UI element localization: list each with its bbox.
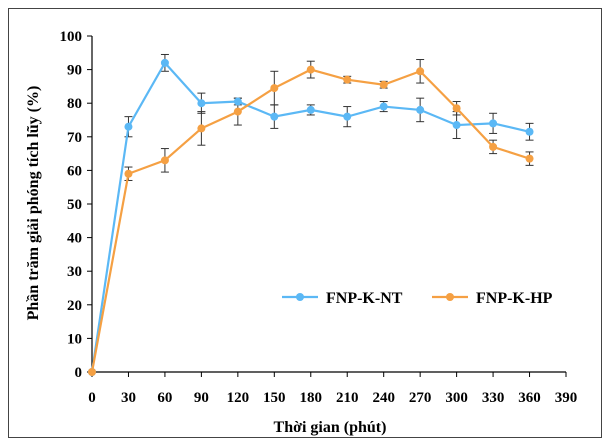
x-tick-label: 300 [445,390,468,406]
x-tick-label: 360 [518,390,541,406]
data-point-fnp-k-hp [416,67,425,76]
error-bars [124,53,534,181]
y-tick-label: 10 [67,331,82,347]
data-point-fnp-k-hp [306,65,315,74]
x-tick-label: 90 [194,390,209,406]
data-point-fnp-k-nt [197,99,206,108]
data-point-fnp-k-hp [489,142,498,151]
x-tick-label: 180 [300,390,323,406]
y-tick-label: 70 [67,130,82,146]
data-point-fnp-k-hp [270,84,279,93]
data-point-fnp-k-nt [270,112,279,121]
x-tick-labels: 0 30 60 90 120 150 180 210 240 270 300 330 360 390 [88,390,577,406]
legend: FNP-K-NT FNP-K-HP [282,290,553,307]
data-point-fnp-k-nt [452,121,461,130]
x-tick-label: 240 [372,390,395,406]
data-point-fnp-k-nt [343,112,352,121]
data-point-fnp-k-hp [124,169,133,178]
x-axis-label: Thời gian (phút) [274,419,387,436]
data-point-fnp-k-hp [197,124,206,133]
y-tick-label: 90 [67,63,82,79]
data-point-fnp-k-hp [379,80,388,89]
data-point-fnp-k-nt [233,97,242,106]
data-point-fnp-k-nt [416,105,425,114]
x-tick-label: 390 [555,390,578,406]
data-point-fnp-k-hp [233,107,242,116]
data-point-fnp-k-hp [160,156,169,165]
legend-label-fnp-k-hp: FNP-K-HP [476,290,553,307]
x-tick-label: 150 [263,390,286,406]
data-point-fnp-k-nt [489,119,498,128]
x-tick-label: 270 [409,390,432,406]
data-point-fnp-k-hp [88,368,96,376]
legend-marker-fnp-k-hp [446,293,454,301]
y-tick-label: 60 [67,163,82,179]
y-tick-label: 50 [67,197,82,213]
data-point-fnp-k-nt [379,102,388,111]
y-tick-labels: 0 10 20 30 40 50 60 70 80 90 100 [60,29,83,381]
y-axis-label: Phần trăm giải phóng tích lũy (%) [25,86,42,321]
x-tick-label: 60 [157,390,172,406]
x-tick-label: 120 [227,390,250,406]
series-points [88,58,534,376]
data-point-fnp-k-nt [124,122,133,131]
y-tick-label: 30 [67,264,82,280]
legend-marker-fnp-k-nt [296,293,304,301]
data-point-fnp-k-nt [525,127,534,136]
x-tick-label: 0 [88,390,96,406]
x-tick-label: 330 [482,390,505,406]
data-point-fnp-k-hp [343,75,352,84]
chart-frame [8,8,602,438]
data-point-fnp-k-nt [306,105,315,114]
legend-label-fnp-k-nt: FNP-K-NT [326,290,403,307]
axes [87,35,567,377]
data-point-fnp-k-hp [452,104,461,113]
y-tick-label: 40 [67,231,82,247]
y-tick-label: 0 [75,365,83,381]
x-tick-label: 30 [121,390,136,406]
y-tick-label: 80 [67,96,82,112]
y-tick-label: 100 [60,29,83,45]
data-point-fnp-k-hp [525,154,534,163]
y-tick-label: 20 [67,298,82,314]
data-point-fnp-k-nt [160,58,169,67]
x-tick-label: 210 [336,390,359,406]
